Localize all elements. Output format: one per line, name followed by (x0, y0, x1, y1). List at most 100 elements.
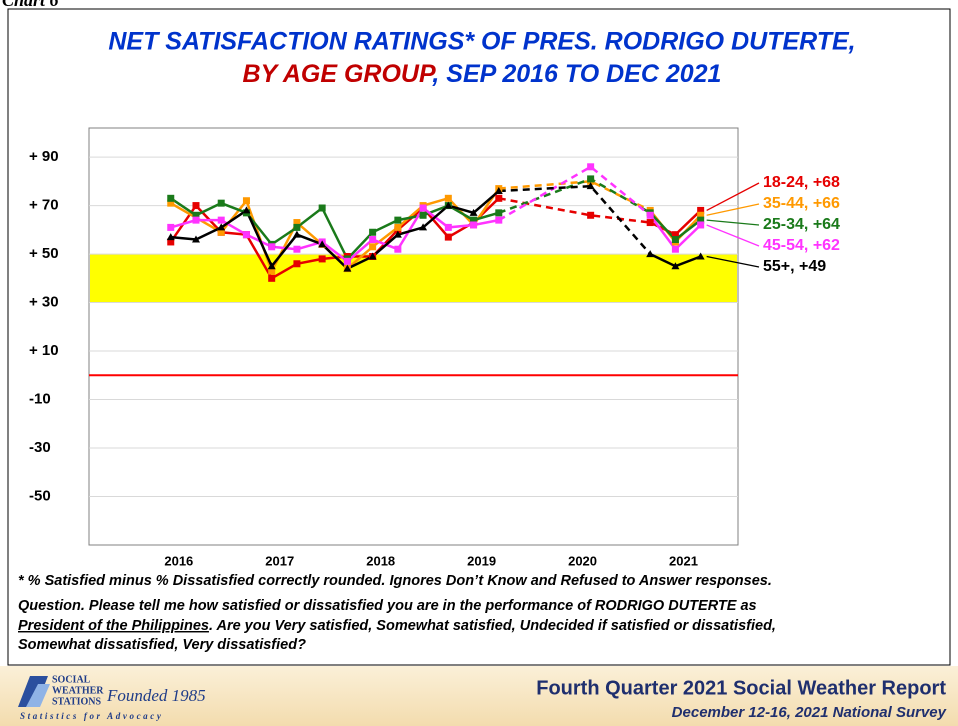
x-tick-label: 2019 (467, 553, 496, 568)
marker (494, 187, 503, 195)
series-line (170, 206, 500, 263)
marker (343, 257, 351, 265)
title-part: BY AGE GROUP (243, 60, 436, 88)
marker (495, 216, 503, 224)
marker (587, 211, 595, 219)
series-line (170, 197, 500, 262)
plot-area (88, 127, 739, 546)
marker (318, 204, 326, 212)
footnote: * % Satisfied minus % Dissatisfied corre… (18, 573, 772, 589)
marker (696, 252, 705, 260)
legend-label: 25-34, +64 (763, 216, 840, 233)
series-line (498, 165, 651, 222)
x-tick-label: 2018 (366, 553, 395, 568)
question: Question. Please tell me how satisfied o… (18, 598, 757, 614)
x-tick-label: 2021 (669, 553, 698, 568)
logo-tagline: Statistics for Advocacy (20, 711, 163, 721)
marker (166, 233, 175, 241)
marker (217, 228, 225, 236)
marker (470, 221, 478, 229)
marker (167, 199, 175, 207)
marker (393, 230, 402, 238)
question-part: President of the Philippines (18, 618, 209, 634)
label-arrow (706, 224, 760, 247)
marker (242, 231, 250, 239)
marker (671, 262, 680, 270)
y-tick-label: + 90 (29, 148, 59, 165)
y-tick-label: + 70 (29, 197, 59, 214)
marker (394, 245, 402, 253)
marker (268, 274, 276, 282)
y-tick-label: + 10 (29, 342, 59, 359)
question: President of the Philippines. Are you Ve… (18, 618, 776, 634)
marker (697, 216, 705, 224)
marker (671, 236, 679, 244)
logo-text: STATIONS (52, 696, 102, 707)
marker (646, 211, 654, 219)
label-arrow (706, 255, 760, 268)
footer-band (0, 666, 958, 726)
marker (369, 243, 377, 251)
marker (318, 255, 326, 263)
chart-title: NET SATISFACTION RATINGS* OF PRES. RODRI… (108, 28, 855, 56)
marker (192, 216, 200, 224)
marker (394, 223, 402, 231)
marker (419, 223, 428, 231)
marker (192, 202, 200, 210)
legend-label: 35-44, +66 (763, 195, 840, 212)
marker (587, 175, 595, 183)
marker (671, 245, 679, 253)
marker (646, 250, 655, 258)
marker (419, 204, 427, 212)
marker (646, 219, 654, 227)
marker (587, 163, 595, 171)
x-tick-label: 2020 (568, 553, 597, 568)
logo-mark (26, 684, 50, 707)
frame (7, 8, 951, 666)
y-tick-label: -30 (29, 439, 51, 456)
marker (444, 223, 452, 231)
label-arrow (706, 182, 760, 212)
marker (217, 223, 226, 231)
logo-founded: Founded 1985 (106, 686, 206, 705)
marker (242, 197, 250, 205)
marker (444, 201, 453, 209)
marker (495, 209, 503, 217)
marker (318, 240, 327, 248)
legend-label: 45-54, +62 (763, 237, 840, 254)
marker (293, 245, 301, 253)
logo-text: WEATHER (52, 685, 104, 696)
chart-title: BY AGE GROUP, SEP 2016 TO DEC 2021 (243, 60, 722, 88)
label-arrow (706, 203, 760, 216)
marker (167, 194, 175, 202)
series-line (498, 180, 651, 212)
survey-date: December 12-16, 2021 National Survey (672, 704, 947, 721)
marker (444, 194, 452, 202)
band (90, 254, 737, 303)
marker (217, 199, 225, 207)
series-line (170, 190, 500, 271)
marker (167, 238, 175, 246)
question-part: . Are you Very satisfied, Somewhat satis… (209, 618, 776, 634)
chart-label: Chart 6 (2, 0, 59, 10)
label-arrow (706, 219, 760, 226)
legend-label: 55+, +49 (763, 258, 826, 275)
marker (671, 231, 679, 239)
marker (293, 260, 301, 268)
plot: + 90 + 70 + 50 + 30 + 10 -10 -30 -50 2016 2017 201… (29, 127, 840, 568)
marker (697, 211, 705, 219)
report-title: Fourth Quarter 2021 Social Weather Repor… (536, 677, 946, 699)
marker (369, 236, 377, 244)
marker (368, 252, 377, 260)
x-tick-label: 2016 (164, 553, 193, 568)
marker (167, 223, 175, 231)
marker (394, 216, 402, 224)
marker (191, 235, 200, 243)
marker (419, 211, 427, 219)
marker (293, 219, 301, 227)
legend-label: 18-24, +68 (763, 174, 840, 191)
marker (192, 211, 200, 219)
marker (292, 230, 301, 238)
question: Somewhat dissatisfied, Very dissatisfied… (18, 637, 306, 653)
